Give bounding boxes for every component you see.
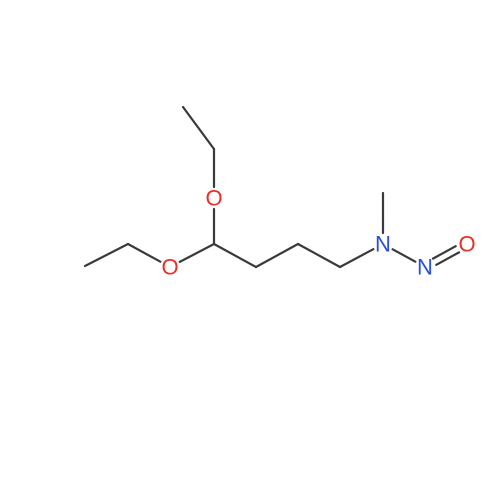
bond xyxy=(340,249,373,267)
molecule-diagram: OONNO xyxy=(0,0,500,500)
bond xyxy=(393,249,416,261)
bond xyxy=(256,244,298,267)
atom-label-o: O xyxy=(458,232,475,257)
bond xyxy=(128,244,160,262)
atom-label-n: N xyxy=(417,255,433,280)
bond xyxy=(298,244,340,267)
atom-label-o: O xyxy=(161,255,178,280)
bond xyxy=(180,244,214,262)
atom-label-o: O xyxy=(205,186,222,211)
bond xyxy=(183,107,214,149)
bond xyxy=(214,244,256,267)
atom-label-n: N xyxy=(375,232,391,257)
bond xyxy=(85,244,128,266)
